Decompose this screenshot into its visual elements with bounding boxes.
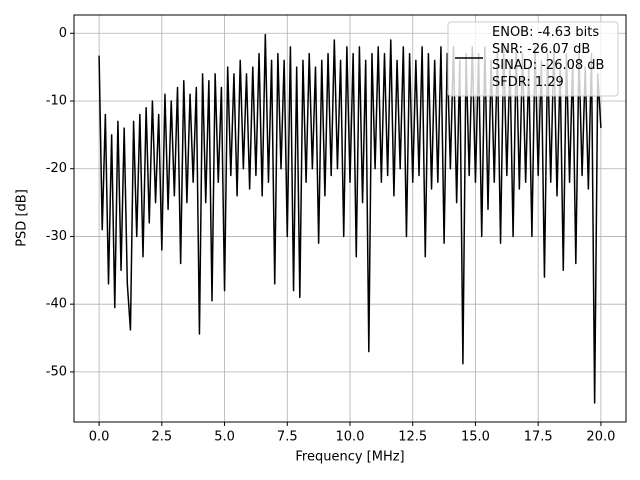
legend-label: ENOB: -4.63 bits SNR: -26.07 dB SINAD: -… (492, 25, 605, 90)
x-tick-label: 0.0 (89, 430, 110, 445)
y-tick-label: -20 (46, 161, 67, 176)
x-tick-label: 2.5 (151, 430, 172, 445)
y-tick-label: -40 (46, 297, 67, 312)
y-tick-label: -30 (46, 229, 67, 244)
x-tick-label: 15.0 (461, 430, 490, 445)
y-tick-label: 0 (59, 26, 67, 41)
x-tick-label: 20.0 (586, 430, 615, 445)
legend-box (447, 21, 619, 97)
x-tick-label: 10.0 (336, 430, 365, 445)
y-axis-label: PSD [dB] (15, 189, 30, 247)
x-tick-label: 17.5 (524, 430, 553, 445)
y-tick-label: -50 (46, 364, 67, 379)
x-tick-label: 12.5 (398, 430, 427, 445)
x-tick-label: 5.0 (214, 430, 235, 445)
x-axis-label: Frequency [MHz] (295, 450, 404, 465)
x-tick-label: 7.5 (277, 430, 298, 445)
y-tick-label: -10 (46, 94, 67, 109)
